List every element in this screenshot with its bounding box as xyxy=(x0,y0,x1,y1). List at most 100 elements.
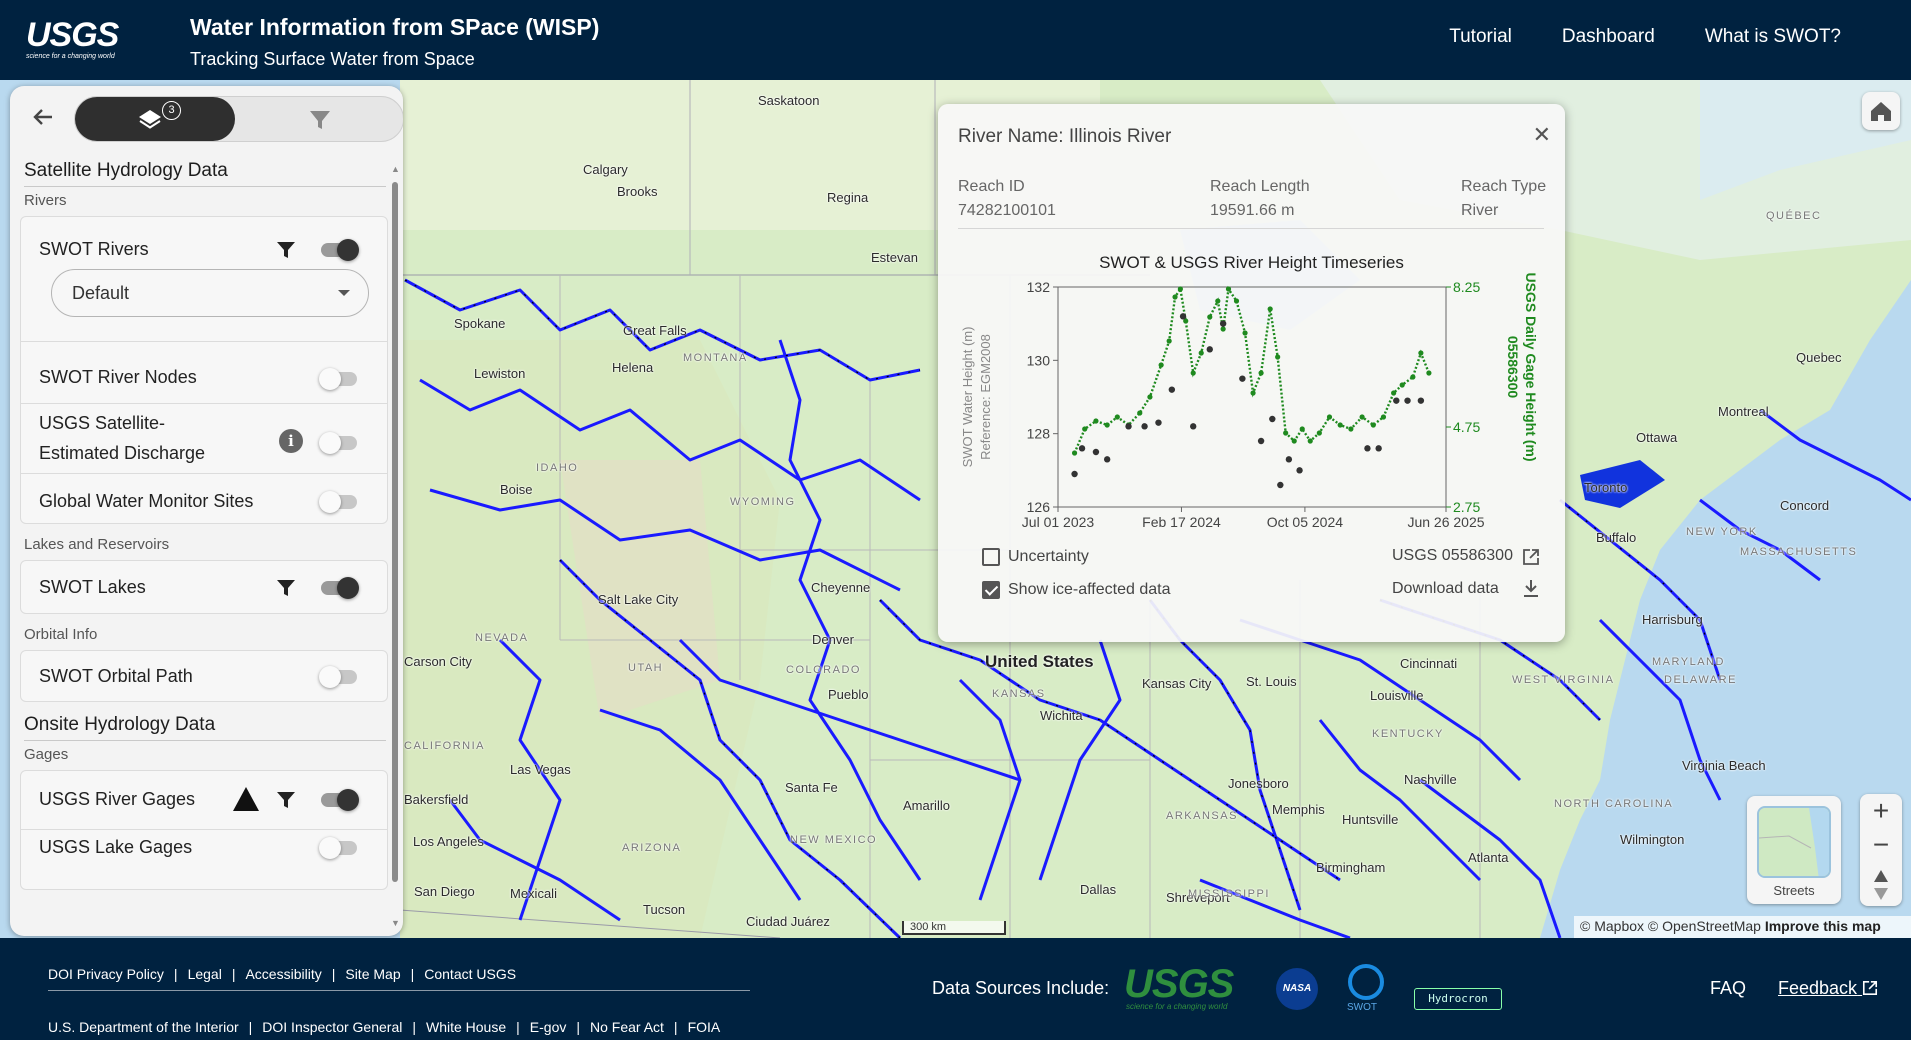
nav-what-is-swot[interactable]: What is SWOT? xyxy=(1704,26,1841,47)
footer-link[interactable]: White House xyxy=(425,1019,507,1035)
toggle-knob xyxy=(337,577,359,599)
map-label: MARYLAND xyxy=(1652,656,1725,668)
orbital-card: SWOT Orbital Path xyxy=(20,650,388,702)
filter-tab-icon[interactable] xyxy=(307,107,333,133)
swot-rivers-toggle[interactable] xyxy=(321,239,359,261)
swot-lakes-filter-icon[interactable] xyxy=(275,577,297,599)
section-title-onsite: Onsite Hydrology Data xyxy=(24,714,216,735)
zoom-in-button[interactable]: + xyxy=(1872,795,1890,826)
footer-link[interactable]: E-gov xyxy=(529,1019,567,1035)
usgs-point xyxy=(1166,338,1172,344)
chart-title: SWOT & USGS River Height Timeseries xyxy=(1099,253,1404,272)
footer-link[interactable]: No Fear Act xyxy=(590,1019,664,1035)
usgs-source-logo[interactable]: USGS xyxy=(1124,962,1234,1006)
faq-link[interactable]: FAQ xyxy=(1710,978,1747,998)
footer-link[interactable]: Accessibility xyxy=(245,966,322,982)
map-label: DELAWARE xyxy=(1664,674,1737,686)
footer-sep: | xyxy=(248,1019,253,1035)
uncertainty-checkbox[interactable] xyxy=(982,548,1000,566)
download-icon[interactable] xyxy=(1522,578,1540,598)
section-divider xyxy=(24,186,386,187)
scroll-down-icon[interactable]: ▼ xyxy=(391,918,400,928)
map-label: Ciudad Juárez xyxy=(746,914,830,929)
map-label: MASSACHUSETTS xyxy=(1740,546,1858,558)
timeseries-chart[interactable]: 126 128 130 132 2.75 4.75 8.25 Jul 01 2023 Feb 1… xyxy=(938,104,1565,642)
usgs-point xyxy=(1207,314,1213,320)
map-label: San Diego xyxy=(414,884,475,899)
usgs-river-gages-toggle[interactable] xyxy=(321,789,359,811)
scroll-up-icon[interactable]: ▲ xyxy=(391,164,400,174)
tab-layers[interactable]: 3 xyxy=(75,97,235,141)
usgs-logo[interactable]: USGS science for a changing world xyxy=(26,18,136,62)
toggle-knob xyxy=(337,239,359,261)
usgs-point xyxy=(1291,438,1297,444)
reach-type-label: Reach Type xyxy=(1461,178,1547,195)
swot-orbital-toggle[interactable] xyxy=(319,666,357,688)
swot-rivers-style-select[interactable]: Default xyxy=(51,269,369,317)
footer-divider xyxy=(48,990,750,991)
footer-link[interactable]: Legal xyxy=(187,966,222,982)
x-tick-label: Jun 26 2025 xyxy=(1407,514,1484,530)
swot-lakes-toggle[interactable] xyxy=(321,577,359,599)
footer-sep: | xyxy=(673,1019,678,1035)
usgs-point xyxy=(1147,394,1153,400)
map-label: Buffalo xyxy=(1596,530,1637,545)
swot-point xyxy=(1168,386,1176,393)
map-label: NEW MEXICO xyxy=(790,834,878,846)
compass-icon[interactable] xyxy=(1872,868,1890,902)
usgs-river-gages-filter-icon[interactable] xyxy=(275,789,297,811)
info-icon[interactable]: i xyxy=(279,429,303,453)
map-label: Boise xyxy=(500,482,533,497)
usgs-point xyxy=(1299,426,1305,432)
gage-link[interactable]: USGS 05586300 xyxy=(1392,547,1513,564)
footer-link[interactable]: DOI Privacy Policy xyxy=(48,966,164,982)
y2-axis-sublabel: 05586300 xyxy=(1505,336,1521,399)
nasa-logo[interactable]: NASA xyxy=(1276,968,1318,1010)
nav-tutorial[interactable]: Tutorial xyxy=(1449,26,1512,47)
swot-point xyxy=(1103,456,1111,463)
nav-dashboard[interactable]: Dashboard xyxy=(1561,26,1655,47)
home-button[interactable] xyxy=(1862,92,1900,130)
external-link-icon[interactable] xyxy=(1522,548,1540,566)
close-icon[interactable]: ✕ xyxy=(1532,122,1551,147)
usgs-discharge-toggle[interactable] xyxy=(319,432,357,454)
swot-rivers-filter-icon[interactable] xyxy=(275,239,297,261)
usgs-point xyxy=(1183,318,1189,324)
panel-scrollbar[interactable]: ▲ ▼ xyxy=(390,162,400,932)
scrollbar-thumb[interactable] xyxy=(392,182,398,882)
improve-map-link[interactable]: Improve this map xyxy=(1764,918,1881,934)
swot-rivers-label: SWOT Rivers xyxy=(39,239,149,259)
rivers-card: SWOT Rivers Default SWOT River Nodes USG… xyxy=(20,216,388,524)
map-label: Las Vegas xyxy=(510,762,571,777)
footer-link[interactable]: Contact USGS xyxy=(424,966,517,982)
swot-point xyxy=(1239,375,1246,382)
footer-sep: | xyxy=(576,1019,580,1035)
global-water-toggle[interactable] xyxy=(319,491,357,513)
map-label: NEW YORK xyxy=(1686,526,1758,538)
zoom-out-button[interactable]: − xyxy=(1872,829,1890,860)
layers-list[interactable]: Satellite Hydrology Data Rivers SWOT Riv… xyxy=(10,158,390,936)
row-divider xyxy=(21,403,387,404)
feedback-link[interactable]: Feedback xyxy=(1778,978,1878,999)
footer-link[interactable]: Site Map xyxy=(345,966,401,982)
plot-frame xyxy=(1057,286,1447,508)
swot-point xyxy=(1277,481,1284,489)
ice-affected-checkbox[interactable] xyxy=(982,581,1000,599)
basemap-switcher[interactable]: Streets xyxy=(1747,796,1841,904)
footer-sep: | xyxy=(412,1019,416,1035)
hydrocron-logo[interactable]: Hydrocron xyxy=(1414,988,1502,1010)
usgs-lake-gages-toggle[interactable] xyxy=(319,837,357,859)
map-label: MONTANA xyxy=(683,352,748,364)
swot-river-nodes-toggle[interactable] xyxy=(319,368,357,390)
map-label: Denver xyxy=(812,632,854,647)
map-label: Huntsville xyxy=(1342,812,1399,827)
y2-tick-label: 2.75 xyxy=(1453,499,1480,515)
back-arrow-icon[interactable] xyxy=(30,104,56,130)
footer-link[interactable]: DOI Inspector General xyxy=(262,1019,403,1035)
download-data-link[interactable]: Download data xyxy=(1392,580,1499,597)
footer-link[interactable]: U.S. Department of the Interior xyxy=(48,1019,239,1035)
layers-count-badge: 3 xyxy=(162,101,181,120)
swot-logo[interactable] xyxy=(1348,964,1384,1000)
footer-link[interactable]: FOIA xyxy=(687,1019,721,1035)
reach-id-value: 74282100101 xyxy=(958,202,1056,219)
